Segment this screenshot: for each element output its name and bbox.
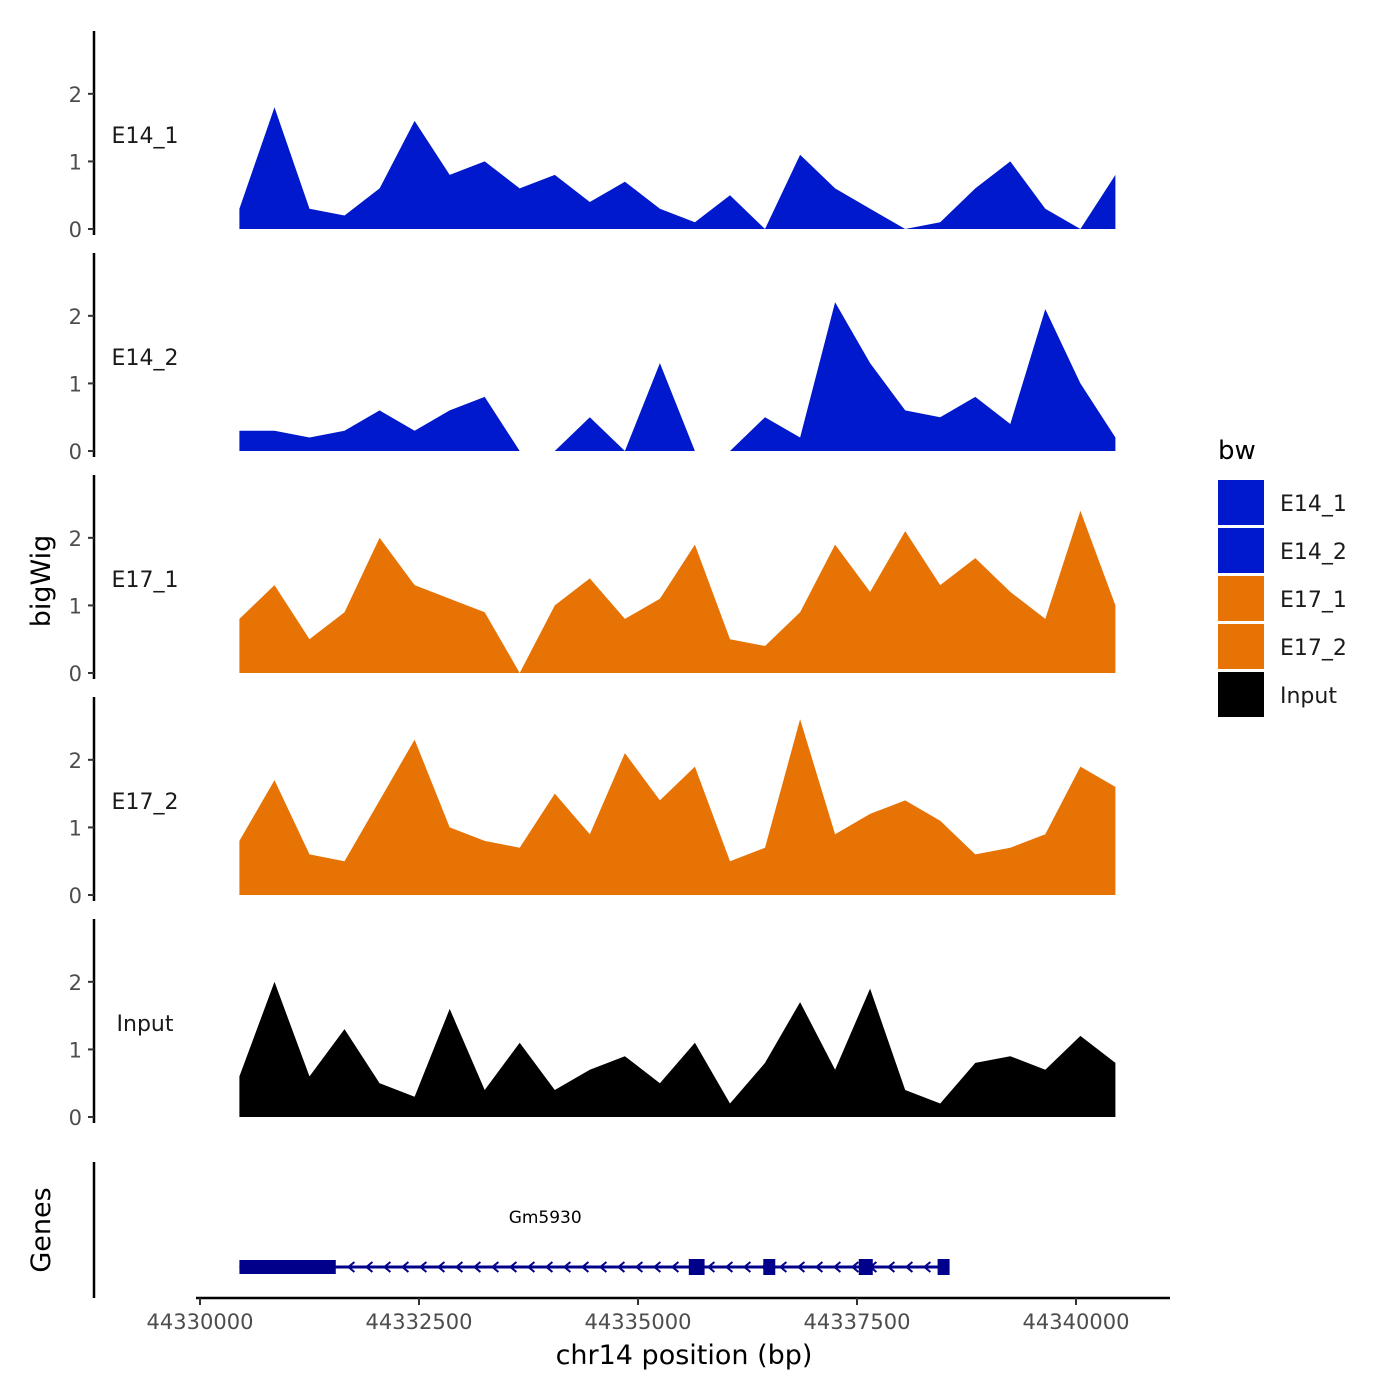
exon <box>239 1260 336 1274</box>
legend-label: E17_1 <box>1280 588 1347 613</box>
legend-label: E14_1 <box>1280 492 1347 517</box>
strand-arrow <box>616 1261 626 1273</box>
area-e14-1 <box>239 107 1116 229</box>
area-e17-2 <box>239 719 1116 895</box>
legend-label: Input <box>1280 684 1337 709</box>
x-tick-label: 44337500 <box>804 1310 911 1334</box>
track-label: E14_2 <box>112 346 179 371</box>
strand-arrow <box>418 1261 428 1273</box>
legend-swatch <box>1218 528 1264 573</box>
x-tick-label: 44332500 <box>366 1310 473 1334</box>
y-tick-label: 1 <box>69 816 82 840</box>
y-axis-title: bigWig <box>26 535 57 628</box>
strand-arrow <box>886 1261 896 1273</box>
genes-axis-title: Genes <box>26 1187 57 1272</box>
exon <box>937 1259 950 1275</box>
track-label: E17_2 <box>112 790 179 815</box>
x-tick-label: 44330000 <box>147 1310 254 1334</box>
legend-label: E14_2 <box>1280 540 1347 565</box>
track-label: E17_1 <box>112 568 179 593</box>
signal-tracks: 0 1 2 E14_1 0 1 2 E14_2 0 1 2 E17_1 0 1 2 E17_2 0 1 2 Input <box>69 31 1116 1130</box>
strand-arrow <box>436 1261 446 1273</box>
strand-arrow <box>706 1261 716 1273</box>
y-tick-label: 0 <box>69 440 82 464</box>
strand-arrow <box>850 1261 860 1273</box>
strand-arrow <box>904 1261 914 1273</box>
strand-arrow <box>508 1261 518 1273</box>
x-axis-title: chr14 position (bp) <box>556 1340 813 1371</box>
exon <box>858 1259 873 1275</box>
area-e17-1 <box>239 510 1116 673</box>
strand-arrow <box>778 1261 788 1273</box>
track-label: E14_1 <box>112 124 179 149</box>
strand-arrow <box>526 1261 536 1273</box>
strand-arrow <box>580 1261 590 1273</box>
y-tick-label: 1 <box>69 150 82 174</box>
strand-arrow <box>544 1261 554 1273</box>
strand-arrow <box>796 1261 806 1273</box>
legend-swatch <box>1218 624 1264 669</box>
y-tick-label: 2 <box>69 527 82 551</box>
strand-arrow <box>454 1261 464 1273</box>
strand-arrow <box>652 1261 662 1273</box>
strand-arrow <box>562 1261 572 1273</box>
y-tick-label: 2 <box>69 749 82 773</box>
strand-arrow <box>832 1261 842 1273</box>
y-tick-label: 2 <box>69 971 82 995</box>
y-tick-label: 1 <box>69 372 82 396</box>
genes-track: Gm5930 <box>92 1162 950 1298</box>
strand-arrow <box>742 1261 752 1273</box>
y-tick-label: 0 <box>69 662 82 686</box>
area-e14-2 <box>239 302 1116 451</box>
y-tick-label: 2 <box>69 83 82 107</box>
y-tick-label: 1 <box>69 1038 82 1062</box>
legend-swatch <box>1218 576 1264 621</box>
track-e14-1: 0 1 2 E14_1 <box>69 31 1116 242</box>
legend-swatch <box>1218 480 1264 525</box>
strand-arrow <box>364 1261 374 1273</box>
x-tick-label: 44340000 <box>1023 1310 1130 1334</box>
strand-arrow <box>598 1261 608 1273</box>
strand-arrow <box>400 1261 410 1273</box>
strand-arrow <box>814 1261 824 1273</box>
y-tick-label: 0 <box>69 218 82 242</box>
strand-arrow <box>382 1261 392 1273</box>
y-tick-label: 0 <box>69 1106 82 1130</box>
track-input: 0 1 2 Input <box>69 919 1116 1130</box>
strand-arrow <box>670 1261 680 1273</box>
strand-arrow <box>472 1261 482 1273</box>
legend: bw E14_1 E14_2 E17_1 E17_2 Input <box>1218 436 1347 717</box>
legend-title: bw <box>1218 436 1256 466</box>
x-tick-label: 44335000 <box>585 1310 692 1334</box>
y-tick-label: 2 <box>69 305 82 329</box>
legend-label: E17_2 <box>1280 636 1347 661</box>
exon <box>688 1259 705 1275</box>
legend-swatch <box>1218 672 1264 717</box>
exon <box>763 1259 776 1275</box>
track-label: Input <box>117 1012 174 1037</box>
area-input <box>239 981 1116 1117</box>
track-e14-2: 0 1 2 E14_2 <box>69 253 1116 464</box>
track-e17-2: 0 1 2 E17_2 <box>69 697 1116 908</box>
y-tick-label: 1 <box>69 594 82 618</box>
y-tick-label: 0 <box>69 884 82 908</box>
strand-arrow <box>922 1261 932 1273</box>
strand-arrow <box>634 1261 644 1273</box>
x-axis: 44330000 44332500 44335000 44337500 44340000 <box>147 1296 1170 1334</box>
track-e17-1: 0 1 2 E17_1 <box>69 475 1116 686</box>
gene-name-label: Gm5930 <box>509 1208 582 1228</box>
strand-arrow <box>490 1261 500 1273</box>
strand-arrow <box>346 1261 356 1273</box>
strand-arrow <box>724 1261 734 1273</box>
